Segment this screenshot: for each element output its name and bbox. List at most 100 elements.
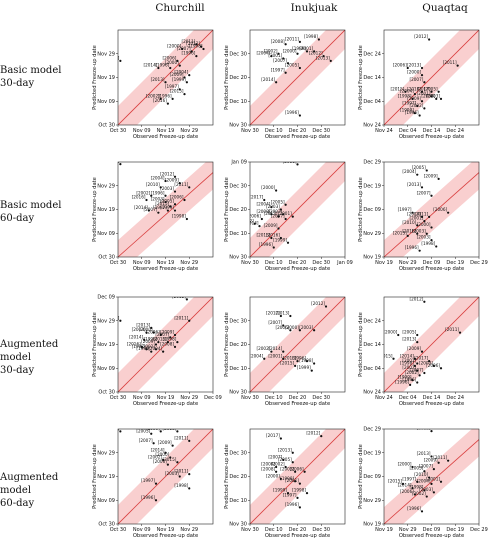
data-point-label: [1996] xyxy=(285,502,299,507)
data-point xyxy=(143,338,146,341)
data-point-label: [2014] xyxy=(129,334,143,339)
y-tick-label: Nov 29 xyxy=(97,450,115,456)
y-axis-label: Predicted Freeze-up date xyxy=(224,45,230,110)
x-tick-label: Dec 20 xyxy=(289,260,307,266)
data-point xyxy=(185,81,188,84)
data-point-label: [2001] xyxy=(426,476,440,481)
data-point xyxy=(430,95,433,98)
x-axis-label: Observed Freeze-up date xyxy=(265,134,330,140)
data-point xyxy=(435,97,438,100)
data-point xyxy=(200,45,203,48)
data-point-label: [2004] xyxy=(261,462,275,467)
data-point-label: [2013] xyxy=(162,426,176,431)
row-label-horizon: 30-day xyxy=(0,365,35,376)
data-point xyxy=(275,470,278,473)
identity-line xyxy=(384,439,479,524)
data-point-label: [2007] xyxy=(273,58,287,63)
data-point-label: [2017] xyxy=(105,159,119,164)
x-tick-label: Oct 30 xyxy=(110,527,127,533)
data-point xyxy=(413,493,416,496)
data-point xyxy=(176,430,179,433)
x-tick-label: Nov 30 xyxy=(241,128,259,134)
y-tick-label: Nov 19 xyxy=(97,75,115,81)
data-point-label: [1998] xyxy=(189,44,203,49)
identity-line xyxy=(384,30,479,125)
data-point xyxy=(294,480,297,483)
data-point-label: [2012] xyxy=(409,296,423,301)
y-tick-label: Dec 30 xyxy=(229,51,247,57)
data-point-label: [2003] xyxy=(280,466,294,471)
data-point-label: [2003] xyxy=(417,235,431,240)
data-point-label: [2001] xyxy=(268,353,282,358)
data-point-label: [2007] xyxy=(177,46,191,51)
y-axis-label: Predicted Freeze-up date xyxy=(224,444,230,509)
data-point-label: [2016] xyxy=(283,356,297,361)
column-title-quaqtaq: Quaqtaq xyxy=(422,2,468,14)
data-point xyxy=(296,163,299,166)
data-point-label: [1998] xyxy=(162,337,176,342)
data-point xyxy=(284,465,287,469)
data-point-label: [2001] xyxy=(402,358,416,363)
data-point xyxy=(176,461,179,464)
x-tick-label: Dec 19 xyxy=(446,527,464,533)
data-point-label: [2009] xyxy=(264,223,278,228)
data-point xyxy=(178,64,181,67)
data-point xyxy=(188,186,191,189)
data-point xyxy=(286,492,290,495)
data-point xyxy=(284,43,287,46)
scatter-panel: [2017][2014][2006][2000][2000][2007][201… xyxy=(92,29,214,140)
x-tick-label: Dec 10 xyxy=(265,260,283,266)
data-point xyxy=(119,163,122,166)
data-point xyxy=(178,475,181,478)
data-point-label: [2014] xyxy=(261,77,275,82)
data-point xyxy=(420,215,424,218)
data-point-label: [2017] xyxy=(105,315,119,320)
data-point-label: [1999] xyxy=(136,346,150,351)
data-point xyxy=(164,179,167,183)
data-point-label: [2000] xyxy=(146,426,160,431)
data-point-label: [2006] xyxy=(400,489,414,494)
data-point xyxy=(432,491,435,494)
x-tick-label: Dec 30 xyxy=(312,128,330,134)
data-point xyxy=(425,232,428,235)
data-point xyxy=(150,350,153,353)
data-point-label: [1996] xyxy=(158,93,172,98)
data-point xyxy=(173,345,177,348)
row-label-augmented-30: Augmented model 30-day xyxy=(0,338,82,377)
data-point xyxy=(275,189,278,192)
x-tick-label: Dec 24 xyxy=(446,395,464,401)
data-point xyxy=(413,357,416,360)
data-point xyxy=(140,345,143,348)
x-tick-label: Nov 29 xyxy=(180,128,198,134)
data-point xyxy=(430,482,433,485)
x-tick-label: Nov 29 xyxy=(180,395,198,401)
data-point xyxy=(401,482,405,485)
data-point-label: [1999] xyxy=(292,46,306,51)
data-point xyxy=(298,482,301,485)
y-tick-label: Dec 30 xyxy=(229,450,247,456)
data-point-label: [1996] xyxy=(259,242,273,247)
data-point xyxy=(275,81,278,84)
data-point-label: [2014] xyxy=(245,221,259,226)
data-point-label: [2007] xyxy=(143,207,157,212)
y-axis-label: Predicted Freeze-up date xyxy=(358,312,364,377)
data-point-label: [2016] xyxy=(402,228,416,233)
y-axis-label: Predicted Freeze-up date xyxy=(224,177,230,242)
data-point xyxy=(409,383,412,386)
scatter-panel: [2004][2002][2008] [2011] [1998][2001][200… xyxy=(224,29,346,140)
data-point xyxy=(296,496,299,499)
x-tick-label: Dec 10 xyxy=(265,527,283,533)
data-point xyxy=(413,364,416,367)
y-tick-label: Nov 29 xyxy=(363,231,381,237)
data-point xyxy=(291,215,294,218)
data-point xyxy=(150,432,153,435)
data-point xyxy=(298,506,301,509)
data-point-label: [2003] xyxy=(426,93,440,98)
row-label-model: Augmented model xyxy=(0,339,59,363)
data-point xyxy=(195,55,198,58)
data-point-label: [2011] xyxy=(283,159,297,164)
data-point xyxy=(289,314,292,318)
data-point xyxy=(423,371,426,375)
identity-line xyxy=(118,172,213,257)
data-point xyxy=(284,217,287,221)
